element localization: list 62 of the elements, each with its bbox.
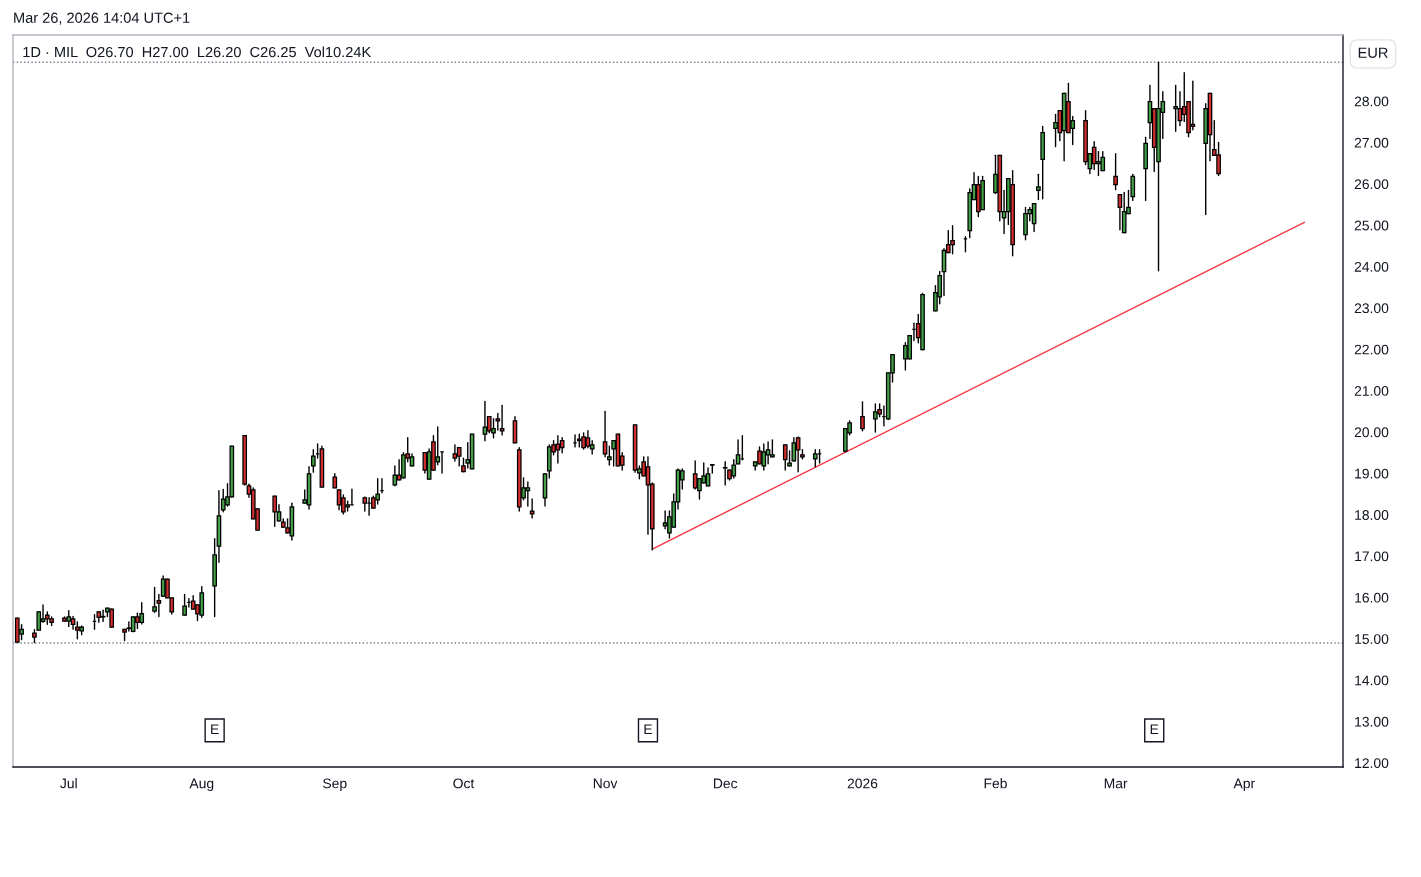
y-tick-label: 12.00 [1355, 758, 1389, 769]
candlestick [1190, 80, 1196, 131]
y-tick-label: 22.00 [1354, 344, 1389, 355]
x-tick-label: Nov [593, 778, 618, 789]
x-tick-label: Apr [1233, 778, 1255, 792]
x-tick-label: 2026 [847, 778, 878, 789]
candlestick [139, 602, 145, 625]
x-tick-label: Sep [323, 778, 347, 792]
annotation: E [1150, 724, 1159, 734]
candlestick [1053, 113, 1058, 148]
y-tick-label: 28.00 [1354, 96, 1389, 107]
y-tick-label: 25.00 [1354, 220, 1389, 231]
chart-title: Mar 26, 2026 14:04 UTC+1 [14, 12, 190, 25]
candlestick [1100, 150, 1106, 172]
y-tick-label: 13.00 [1355, 716, 1389, 727]
x-tick-label: Oct [453, 778, 475, 789]
y-tick-label: 18.00 [1355, 510, 1389, 520]
candlestick [14, 617, 20, 643]
candlestick [645, 456, 651, 535]
y-tick-label: 17.00 [1355, 551, 1389, 562]
candlestick [1023, 206, 1028, 241]
candlestick [1113, 152, 1118, 191]
candlestick [182, 593, 187, 616]
candlestick [692, 460, 698, 490]
annotation: E [644, 724, 652, 734]
candlestick [602, 410, 608, 458]
candlestick [546, 444, 552, 479]
y-tick-label: 27.00 [1354, 137, 1389, 148]
x-tick-label: Aug [189, 778, 214, 792]
candlestick [375, 478, 381, 505]
candlestick [722, 461, 728, 486]
x-tick-label: Feb [984, 778, 1007, 789]
candlestick [782, 444, 788, 471]
candlestick [1173, 84, 1179, 133]
y-tick-label: 20.00 [1354, 427, 1389, 438]
y-tick-label: 14.00 [1355, 675, 1389, 686]
y-tick-label: 23.00 [1354, 303, 1389, 314]
candlestick [873, 403, 878, 433]
y-tick-label: 19.00 [1355, 468, 1389, 479]
y-tick-label: 24.00 [1354, 261, 1389, 272]
candlestick [1121, 191, 1127, 234]
candlestick [392, 465, 398, 487]
candlestick [109, 608, 115, 628]
candlestick [525, 481, 531, 507]
candlestick [860, 401, 865, 432]
x-tick-label: Jul [60, 778, 77, 789]
candlestick [152, 586, 157, 614]
annotation: E [211, 724, 219, 734]
candlestick [529, 498, 535, 519]
candlestick [761, 443, 767, 471]
x-tick-label: Mar [1104, 778, 1128, 789]
y-tick-label: 16.00 [1355, 592, 1389, 603]
y-tick-label: 15.00 [1355, 634, 1389, 644]
y-tick-label: 26.00 [1354, 179, 1389, 190]
candlestick [199, 585, 205, 618]
text: EUR [1358, 47, 1388, 58]
y-tick-label: 21.00 [1354, 386, 1389, 396]
candlestick [1216, 141, 1221, 177]
text: 1D · MIL O26.70 H27.00 L26.20 C26.25 Vol10.24K [23, 46, 372, 58]
candlestick [950, 224, 955, 255]
candlestick [662, 510, 668, 530]
x-tick-label: Dec [713, 778, 738, 789]
